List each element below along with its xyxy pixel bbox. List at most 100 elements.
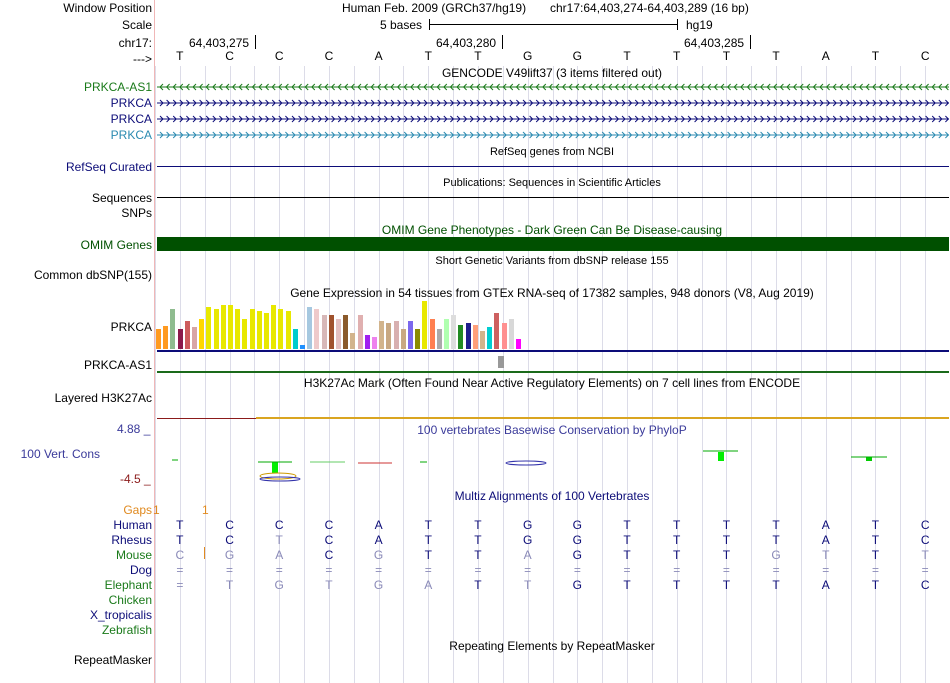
gtex-tissue-bar[interactable] bbox=[415, 329, 421, 349]
gencode-item-label[interactable]: PRKCA-AS1 bbox=[83, 80, 152, 94]
gene-strand-chevrons bbox=[159, 83, 949, 91]
scale-text: 5 bases bbox=[380, 18, 423, 32]
gtex-tissue-bar[interactable] bbox=[163, 326, 169, 349]
publications-title[interactable]: Publications: Sequences in Scientific Ar… bbox=[443, 177, 661, 189]
omim-feature-bar[interactable] bbox=[157, 237, 949, 251]
gtex-tissue-bar[interactable] bbox=[235, 309, 241, 349]
gtex-title[interactable]: Gene Expression in 54 tissues from GTEx … bbox=[290, 286, 814, 300]
gtex-tissue-bar[interactable] bbox=[300, 345, 305, 349]
gap-marker bbox=[204, 547, 205, 559]
gencode-item-label[interactable]: PRKCA bbox=[110, 112, 152, 126]
gtex-tissue-bar[interactable] bbox=[408, 321, 413, 349]
species-label[interactable]: Human bbox=[113, 518, 152, 532]
gencode-item-label[interactable]: PRKCA bbox=[110, 128, 152, 142]
species-label[interactable]: Dog bbox=[129, 563, 152, 577]
gtex-tissue-bar[interactable] bbox=[372, 337, 377, 349]
species-label[interactable]: Elephant bbox=[104, 578, 152, 592]
gtex-tissue-bar[interactable] bbox=[350, 333, 356, 349]
species-label[interactable]: X_tropicalis bbox=[89, 608, 152, 622]
gtex-tissue-bar[interactable] bbox=[379, 321, 385, 349]
species-label[interactable]: Rhesus bbox=[111, 533, 152, 547]
gtex-tissue-bar[interactable] bbox=[271, 305, 277, 349]
alignment-base: C bbox=[225, 533, 234, 547]
gencode-item-label[interactable]: PRKCA bbox=[110, 96, 152, 110]
alignment-base: G bbox=[572, 578, 583, 592]
dbsnp-label[interactable]: Common dbSNP(155) bbox=[33, 268, 152, 282]
gtex-tissue-bar[interactable] bbox=[156, 329, 161, 349]
gtex-tissue-bar[interactable] bbox=[436, 329, 442, 349]
gtex-gene-label[interactable]: PRKCA-AS1 bbox=[83, 358, 152, 372]
gtex-tissue-bar[interactable] bbox=[343, 315, 349, 349]
gtex-tissue-bar[interactable] bbox=[307, 307, 313, 349]
gtex-tissue-bar[interactable] bbox=[206, 307, 212, 349]
grid-line bbox=[800, 66, 802, 683]
gtex-tissue-bar[interactable] bbox=[199, 319, 205, 349]
gtex-tissue-bar[interactable] bbox=[494, 313, 500, 349]
gtex-tissue-bar[interactable] bbox=[328, 315, 334, 349]
gtex-gene-label[interactable]: PRKCA bbox=[110, 320, 152, 334]
gaps-label[interactable]: Gaps bbox=[123, 503, 152, 517]
gtex-tissue-bar[interactable] bbox=[487, 327, 493, 349]
gtex-tissue-bar[interactable] bbox=[472, 325, 478, 349]
alignment-base: = bbox=[375, 563, 383, 577]
refseq-label[interactable]: RefSeq Curated bbox=[65, 160, 152, 174]
gtex-tissue-bar[interactable] bbox=[192, 327, 197, 349]
multiz-title[interactable]: Multiz Alignments of 100 Vertebrates bbox=[454, 489, 650, 503]
gtex-tissue-bar[interactable] bbox=[242, 319, 248, 349]
gtex-tissue-bar[interactable] bbox=[292, 329, 298, 349]
gtex-tissue-bar[interactable] bbox=[357, 315, 363, 349]
alignment-base: = bbox=[673, 563, 681, 577]
gtex-tissue-bar[interactable] bbox=[480, 331, 485, 349]
gtex-tissue-bar[interactable] bbox=[228, 305, 233, 349]
gtex-tissue-bar[interactable] bbox=[458, 325, 464, 349]
species-label[interactable]: Chicken bbox=[108, 593, 152, 607]
gtex-tissue-bar[interactable] bbox=[516, 339, 521, 349]
gtex-tissue-bar[interactable] bbox=[264, 313, 269, 349]
gtex-tissue-bar[interactable] bbox=[321, 315, 327, 349]
gtex-tissue-bar[interactable] bbox=[393, 321, 399, 349]
gtex-tissue-bar[interactable] bbox=[386, 323, 392, 349]
h3k27ac-title[interactable]: H3K27Ac Mark (Often Found Near Active Re… bbox=[303, 376, 801, 390]
gtex-tissue-bar[interactable] bbox=[444, 319, 449, 349]
gtex-tissue-bar[interactable] bbox=[249, 309, 255, 349]
gtex-tissue-bar[interactable] bbox=[256, 311, 262, 349]
gtex-tissue-bar[interactable] bbox=[170, 309, 176, 349]
gaps-value: 1 bbox=[202, 503, 209, 517]
grid-line bbox=[701, 66, 703, 683]
gencode-title[interactable]: GENCODE V49lift37 (3 items filtered out) bbox=[441, 66, 663, 80]
refseq-title[interactable]: RefSeq genes from NCBI bbox=[489, 146, 615, 158]
snps-label[interactable]: SNPs bbox=[121, 206, 152, 220]
gtex-tissue-bar[interactable] bbox=[451, 315, 457, 349]
omim-label[interactable]: OMIM Genes bbox=[80, 238, 152, 252]
repeatmasker-label[interactable]: RepeatMasker bbox=[73, 653, 152, 667]
gtex-tissue-bar[interactable] bbox=[213, 309, 219, 349]
alignment-base: T bbox=[871, 518, 880, 532]
phylop-label[interactable]: 100 Vert. Cons bbox=[20, 447, 100, 461]
gtex-tissue-bar[interactable] bbox=[177, 329, 183, 349]
gtex-tissue-bar[interactable] bbox=[184, 321, 190, 349]
h3k27ac-label[interactable]: Layered H3K27Ac bbox=[54, 391, 152, 405]
gtex-tissue-bar[interactable] bbox=[278, 309, 284, 349]
gtex-tissue-bar[interactable] bbox=[220, 305, 226, 349]
gtex-tissue-bar[interactable] bbox=[314, 309, 320, 349]
gtex-tissue-bar[interactable] bbox=[429, 319, 435, 349]
gtex-tissue-bar[interactable] bbox=[508, 319, 514, 349]
gtex-tissue-bar[interactable] bbox=[501, 323, 507, 349]
gtex-as1-bar[interactable] bbox=[498, 356, 504, 368]
gtex-tissue-bar[interactable] bbox=[285, 311, 291, 349]
gtex-tissue-bar[interactable] bbox=[422, 301, 428, 349]
grid-line bbox=[925, 66, 927, 683]
gtex-tissue-bar[interactable] bbox=[400, 329, 406, 349]
repeatmasker-title[interactable]: Repeating Elements by RepeatMasker bbox=[449, 639, 655, 653]
species-label[interactable]: Zebrafish bbox=[101, 623, 152, 637]
dbsnp-title[interactable]: Short Genetic Variants from dbSNP releas… bbox=[435, 255, 669, 267]
gtex-tissue-bar[interactable] bbox=[336, 319, 341, 349]
species-label[interactable]: Mouse bbox=[115, 548, 152, 562]
gtex-tissue-bar[interactable] bbox=[364, 335, 370, 349]
gtex-tissue-bar[interactable] bbox=[465, 323, 471, 349]
omim-title[interactable]: OMIM Gene Phenotypes - Dark Green Can Be… bbox=[381, 223, 723, 237]
publications-label[interactable]: Sequences bbox=[91, 191, 152, 205]
phylop-title[interactable]: 100 vertebrates Basewise Conservation by… bbox=[417, 423, 687, 437]
